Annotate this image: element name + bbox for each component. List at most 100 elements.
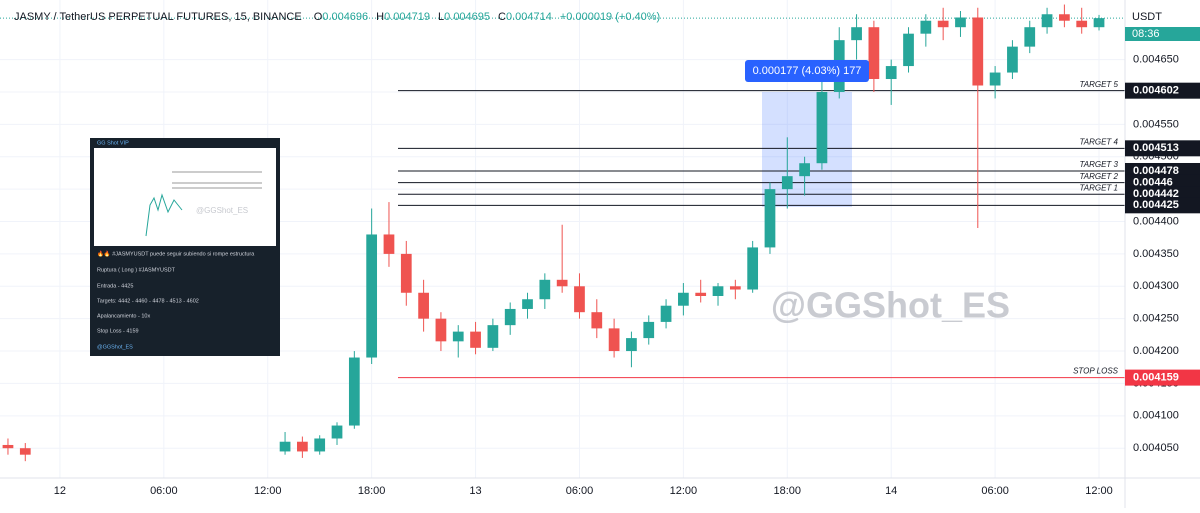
candle-body <box>504 308 516 326</box>
level-price-box <box>1125 82 1200 99</box>
x-axis-area <box>0 478 1125 508</box>
inset: @GGShot_ES GG Shot VIP 🔥🔥 #JASMYUSDT pue… <box>90 138 280 356</box>
inset-image <box>94 148 276 246</box>
countdown: 08:36 <box>1132 28 1160 40</box>
ohlc-value: 0.004696 <box>322 11 368 23</box>
candle-body <box>712 286 724 296</box>
level-price: 0.004513 <box>1133 142 1179 154</box>
inset-channel: GG Shot VIP <box>97 140 129 146</box>
candle-body <box>556 279 568 287</box>
candle-body <box>920 20 932 34</box>
ohlc-key: L <box>438 11 444 23</box>
ohlc-value: 0.004719 <box>384 11 430 23</box>
inset-watermark: @GGShot_ES <box>196 206 248 215</box>
candle-body <box>816 91 828 164</box>
x-tick-label: 18:00 <box>358 485 386 497</box>
measure-label-box <box>745 60 869 82</box>
ohlc-key: O <box>314 11 323 23</box>
candle-body <box>626 338 637 352</box>
ohlc-key: H <box>376 11 384 23</box>
y-tick-label: 0.004050 <box>1133 442 1179 454</box>
candle-body <box>868 27 880 80</box>
level-price: 0.004602 <box>1133 85 1179 97</box>
candle-body <box>781 176 793 190</box>
header: JASMY / TetherUS PERPETUAL FUTURES, 15, … <box>14 11 660 23</box>
candle-body <box>764 189 776 248</box>
candle-body <box>1093 18 1105 28</box>
candle-body <box>903 33 914 67</box>
ohlc-value: 0.004714 <box>506 11 552 23</box>
candle-body <box>418 292 429 319</box>
candle-body <box>972 17 984 86</box>
candle-body <box>314 438 326 452</box>
candle-body <box>574 286 585 313</box>
candle-body <box>643 321 655 339</box>
level-price: 0.004159 <box>1133 372 1179 384</box>
inset-line-text: Stop Loss - 4159 <box>97 328 139 334</box>
candle-body <box>539 279 551 300</box>
level-label: TARGET 2 <box>1079 172 1118 181</box>
measure-label: 0.000177 (4.03%) 177 <box>753 65 862 77</box>
y-tick-label: 0.004350 <box>1133 248 1179 260</box>
level-price: 0.004425 <box>1133 199 1179 211</box>
candle-body <box>989 72 1001 86</box>
candle-body <box>729 286 741 290</box>
level-price-box <box>1125 197 1200 214</box>
y-tick-label: 0.004400 <box>1133 215 1179 227</box>
levels: TARGET 5 TARGET 4 TARGET 3 TARGET 2 TARGET 1… <box>398 80 1125 379</box>
candle-body <box>2 444 14 449</box>
inset-line-text: Ruptura ( Long ) #JASMYUSDT <box>97 267 176 273</box>
level-label: TARGET 1 <box>1079 183 1118 192</box>
candle-body <box>297 441 308 452</box>
level-price: 0.00446 <box>1133 177 1173 189</box>
y-tick-label: 0.004250 <box>1133 313 1179 325</box>
candle-body <box>435 318 447 342</box>
chart-title: JASMY / TetherUS PERPETUAL FUTURES, 15, … <box>14 11 302 23</box>
candle-body <box>331 425 343 439</box>
candle-body <box>487 325 499 348</box>
candle-body <box>799 163 810 177</box>
axes: 0.0040500.0041000.0041500.0042000.004250… <box>54 53 1200 497</box>
y-tick-label: 0.004100 <box>1133 410 1179 422</box>
candle-body <box>279 441 291 452</box>
x-tick-label: 13 <box>469 485 481 497</box>
ohlc-key: C <box>498 11 506 23</box>
candle-body <box>1041 14 1053 28</box>
watermark: @GGShot_ES <box>771 285 1010 326</box>
inset-sketch <box>145 193 183 237</box>
level-price-box <box>1125 369 1200 386</box>
level-price: 0.004478 <box>1133 165 1179 177</box>
candle-body <box>470 331 481 348</box>
candle-body <box>608 328 620 352</box>
countdown-box <box>1125 27 1200 41</box>
candle-body <box>955 17 966 28</box>
y-tick-label: 0.004200 <box>1133 345 1179 357</box>
x-tick-label: 12 <box>54 485 66 497</box>
candle-body <box>383 234 395 254</box>
inset-headline: 🔥🔥 #JASMYUSDT puede seguir subiendo si r… <box>97 250 255 257</box>
candle-body <box>851 27 862 41</box>
x-tick-label: 12:00 <box>254 485 282 497</box>
candle-body <box>885 66 897 80</box>
y-tick-label: 0.004550 <box>1133 118 1179 130</box>
candle-body <box>19 448 31 455</box>
x-tick-label: 06:00 <box>566 485 594 497</box>
candle-body <box>522 299 533 309</box>
candle-body <box>366 234 378 358</box>
level-price-box <box>1125 140 1200 157</box>
candle-body <box>591 312 603 329</box>
candle-body <box>1059 14 1070 21</box>
y-tick-label: 0.004650 <box>1133 53 1179 65</box>
y-tick-label: 0.004300 <box>1133 280 1179 292</box>
x-tick-label: 14 <box>885 485 897 497</box>
ohlc-value: 0.004695 <box>444 11 490 23</box>
inset-line-text: Apalancamiento - 10x <box>97 313 150 319</box>
inset-line-text: Entrada - 4425 <box>97 283 133 289</box>
candle-body <box>747 247 759 290</box>
change: +0.000019 (+0.40%) <box>560 11 660 23</box>
candle-body <box>400 253 412 293</box>
measure-box <box>762 92 852 207</box>
candle-body <box>1024 27 1036 47</box>
candle-body <box>695 292 707 296</box>
